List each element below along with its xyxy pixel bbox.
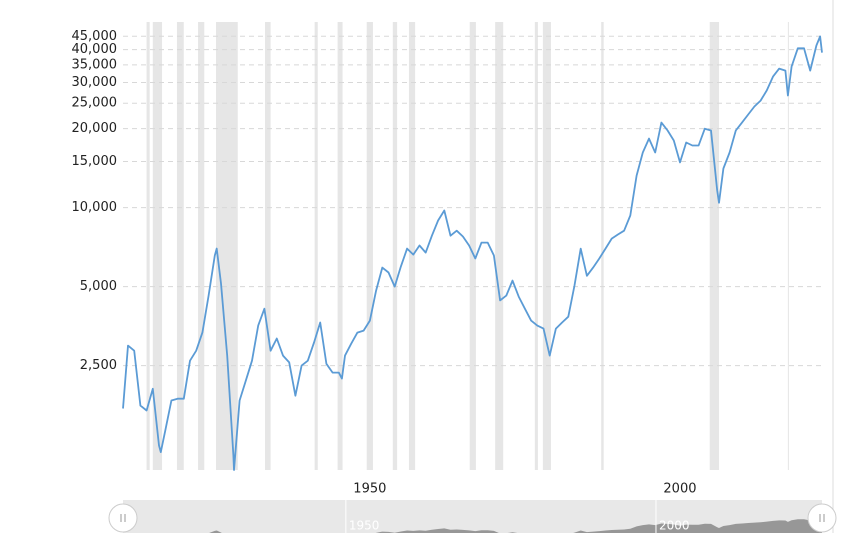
y-tick-label: 40,000 <box>72 42 118 57</box>
recession-band <box>601 22 604 470</box>
recession-band <box>314 22 318 470</box>
y-tick-label: 2,500 <box>80 358 117 373</box>
recession-band <box>337 22 343 470</box>
recession-band <box>495 22 504 470</box>
recession-band <box>176 22 184 470</box>
y-tick-label: 20,000 <box>72 121 118 136</box>
recession-bands <box>146 22 789 470</box>
recession-band <box>787 22 789 470</box>
navigator-tick-label: 1950 <box>349 519 380 533</box>
recession-band <box>408 22 416 470</box>
y-tick-label: 35,000 <box>72 57 118 72</box>
recession-band <box>534 22 538 470</box>
navigator-tick-label: 2000 <box>659 519 690 533</box>
recession-band <box>198 22 205 470</box>
recession-band <box>542 22 551 470</box>
recession-band <box>392 22 398 470</box>
series <box>122 35 823 471</box>
navigator-area <box>123 518 822 533</box>
series-line <box>122 35 823 471</box>
recession-band <box>469 22 476 470</box>
recession-band <box>366 22 373 470</box>
x-tick-label: 2000 <box>663 482 696 497</box>
y-tick-label: 45,000 <box>72 29 118 44</box>
y-tick-label: 10,000 <box>72 200 118 215</box>
recession-band <box>216 22 238 470</box>
recession-band <box>152 22 163 470</box>
navigator-handle[interactable] <box>108 503 138 533</box>
recession-band <box>709 22 720 470</box>
y-tick-label: 30,000 <box>72 75 118 90</box>
recession-band <box>265 22 271 470</box>
handle-knob <box>807 503 837 533</box>
handle-knob <box>108 503 138 533</box>
axis: 2,500 5,000 10,000 15,000 20,000 25,000 30,000… <box>72 29 697 497</box>
y-tick-label: 5,000 <box>80 279 117 294</box>
navigator[interactable]: 1950 2000 <box>108 500 837 533</box>
x-tick-label: 1950 <box>353 482 386 497</box>
y-tick-label: 15,000 <box>72 154 118 169</box>
recession-band <box>146 22 150 470</box>
y-tick-label: 25,000 <box>72 96 118 111</box>
navigator-handle[interactable] <box>807 503 837 533</box>
